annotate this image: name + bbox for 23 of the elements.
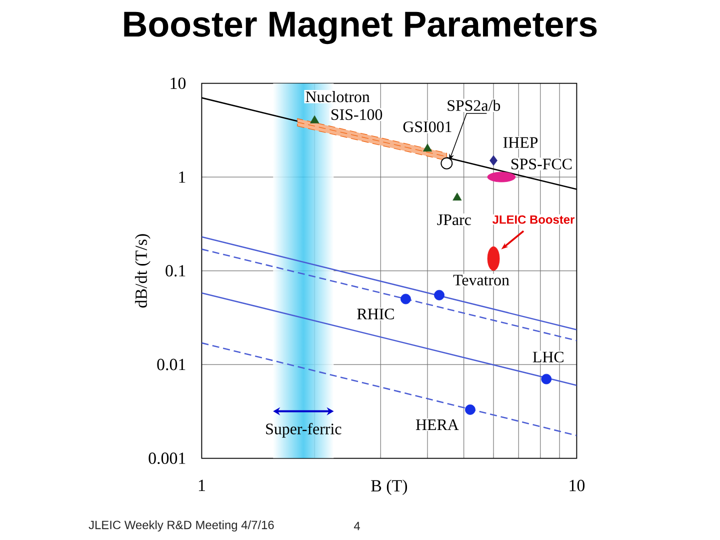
chart-title: Booster Magnet Parameters xyxy=(124,12,597,44)
x-axis-title: B (T) xyxy=(371,480,408,495)
y-tick-label: 0.1 xyxy=(166,265,186,277)
annotation: GSI001 xyxy=(403,121,452,132)
annotation: RHIC xyxy=(357,308,394,320)
annotation: IHEP xyxy=(503,137,538,148)
y-tick-label: 10 xyxy=(170,78,186,90)
annotation: JParc xyxy=(437,214,471,226)
annotation: SIS-100 xyxy=(332,109,382,120)
band-label: Super-ferric xyxy=(266,422,342,438)
y-tick-label: 1 xyxy=(179,171,186,183)
annotation: Tevatron xyxy=(453,274,510,286)
text: 4 xyxy=(354,522,360,530)
annotation: Nuclotron xyxy=(306,90,370,102)
y-axis-title: dB/dt (T/s) xyxy=(135,234,150,308)
annotation: HERA xyxy=(416,419,459,430)
annotation: JLEIC Booster xyxy=(492,215,575,224)
annotation: LHC xyxy=(532,352,564,362)
text: JLEIC Weekly R&D Meeting 4/7/16 xyxy=(88,520,274,532)
y-tick-label: 0.001 xyxy=(148,452,186,464)
annotation: SPS2a/b xyxy=(448,100,500,111)
annotation: SPS-FCC xyxy=(512,158,572,170)
y-tick-label: 0.01 xyxy=(157,358,186,370)
